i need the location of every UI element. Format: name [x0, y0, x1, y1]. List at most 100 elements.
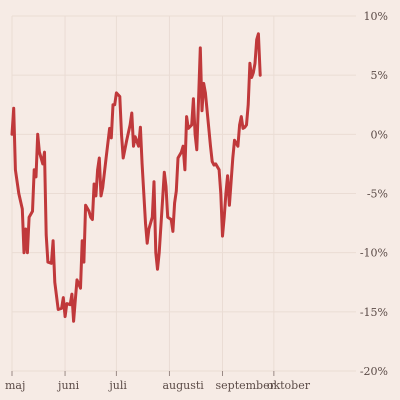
data-point [146, 242, 149, 245]
data-point [255, 38, 258, 41]
data-point [181, 145, 185, 148]
data-point [79, 287, 82, 290]
data-point [33, 168, 36, 171]
data-point [132, 145, 135, 148]
series-layer [10, 32, 262, 323]
data-point [207, 127, 210, 130]
data-point [240, 115, 243, 118]
data-point [111, 103, 115, 107]
data-point [202, 82, 205, 85]
data-point [164, 185, 168, 188]
x-tick-label: september [216, 379, 276, 392]
data-point [134, 135, 137, 138]
data-point [72, 320, 75, 323]
data-point [101, 186, 104, 189]
y-tick-label: -15% [360, 306, 388, 319]
y-tick-label: -10% [360, 247, 388, 260]
data-point [163, 171, 166, 174]
data-point [60, 307, 63, 310]
data-point [113, 103, 116, 107]
data-point [10, 133, 14, 136]
data-point [140, 162, 144, 166]
data-point [74, 298, 77, 302]
data-point [104, 156, 108, 160]
data-point [219, 192, 222, 195]
data-point [204, 91, 207, 95]
data-point [211, 160, 214, 163]
data-point [217, 168, 221, 171]
data-point [63, 315, 67, 318]
data-point [82, 260, 86, 264]
data-point [224, 192, 228, 195]
data-point [193, 133, 197, 136]
data-point [12, 107, 15, 110]
data-point [122, 156, 125, 160]
data-point [75, 278, 79, 282]
data-point [192, 97, 195, 101]
data-point [41, 162, 44, 166]
data-point [92, 182, 96, 186]
data-point [238, 123, 241, 127]
data-point [26, 251, 29, 254]
data-point [65, 302, 69, 305]
data-point [84, 204, 87, 207]
data-point [241, 127, 245, 130]
data-point [226, 174, 229, 177]
y-tick-label: -5% [367, 188, 388, 201]
data-point [158, 251, 161, 254]
data-point [170, 218, 173, 221]
data-point [89, 216, 92, 219]
data-point [38, 150, 41, 154]
data-point [110, 136, 113, 140]
data-point [229, 180, 233, 183]
y-tick-label: 0% [371, 128, 388, 141]
data-point [248, 62, 252, 65]
data-point [98, 156, 101, 160]
data-point [190, 123, 193, 127]
x-tick-label: augusti [162, 379, 204, 392]
data-point [209, 145, 212, 148]
y-tick-label: 5% [371, 69, 388, 82]
data-point [197, 100, 200, 103]
data-point [212, 163, 216, 167]
data-point [14, 168, 17, 171]
data-point [96, 168, 99, 171]
x-tick-label: oktober [267, 379, 311, 392]
data-point [187, 127, 190, 130]
data-point [166, 216, 169, 219]
data-point [120, 133, 123, 136]
data-point [195, 148, 198, 151]
data-point [171, 230, 175, 233]
data-point [128, 123, 132, 127]
data-point [231, 156, 234, 160]
data-point [152, 180, 156, 183]
data-point [31, 210, 34, 213]
data-point [115, 91, 118, 95]
data-point [94, 194, 98, 198]
data-point [70, 292, 74, 296]
data-point [250, 76, 253, 79]
data-point [45, 233, 48, 237]
data-point [22, 251, 26, 254]
data-point [259, 74, 262, 77]
data-point [125, 139, 128, 142]
data-point [221, 234, 224, 238]
data-point [252, 71, 255, 75]
data-point [53, 281, 56, 284]
data-point [99, 194, 103, 198]
data-point [154, 251, 157, 254]
data-point [176, 156, 180, 160]
x-tick-label: juli [107, 379, 127, 392]
data-point [257, 32, 260, 35]
data-point [62, 296, 65, 299]
grid [11, 15, 356, 372]
x-tick-label: juni [56, 379, 80, 392]
data-point [247, 103, 250, 107]
data-point [236, 145, 240, 148]
data-point [223, 216, 226, 219]
y-axis: 10% 5% 0% -5% -10% -15% -20% [360, 10, 388, 378]
data-point [228, 204, 231, 207]
data-point [24, 227, 27, 231]
data-point [139, 126, 142, 129]
